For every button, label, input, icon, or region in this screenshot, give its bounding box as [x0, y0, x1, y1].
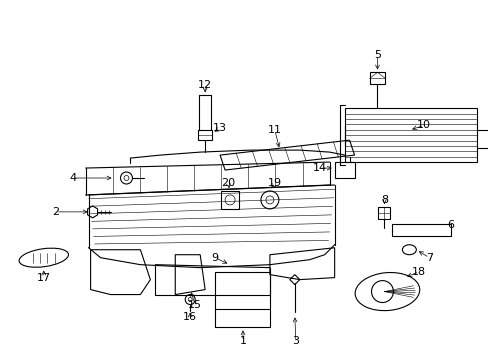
Text: 14: 14: [312, 163, 326, 173]
Text: 1: 1: [239, 336, 246, 346]
Text: 6: 6: [447, 220, 454, 230]
Text: 2: 2: [52, 207, 59, 217]
Text: 13: 13: [213, 123, 226, 133]
Text: 9: 9: [211, 253, 218, 263]
Text: 19: 19: [267, 178, 282, 188]
Text: 15: 15: [188, 300, 202, 310]
Text: 18: 18: [411, 267, 426, 276]
Text: 4: 4: [69, 173, 76, 183]
Text: 3: 3: [292, 336, 299, 346]
Text: 11: 11: [267, 125, 281, 135]
Text: 17: 17: [37, 273, 51, 283]
Text: 20: 20: [221, 178, 235, 188]
Text: 7: 7: [425, 253, 432, 263]
Text: 5: 5: [373, 50, 380, 60]
Text: 10: 10: [416, 120, 430, 130]
Text: 8: 8: [380, 195, 387, 205]
Text: 12: 12: [198, 80, 212, 90]
Text: 16: 16: [183, 312, 197, 323]
